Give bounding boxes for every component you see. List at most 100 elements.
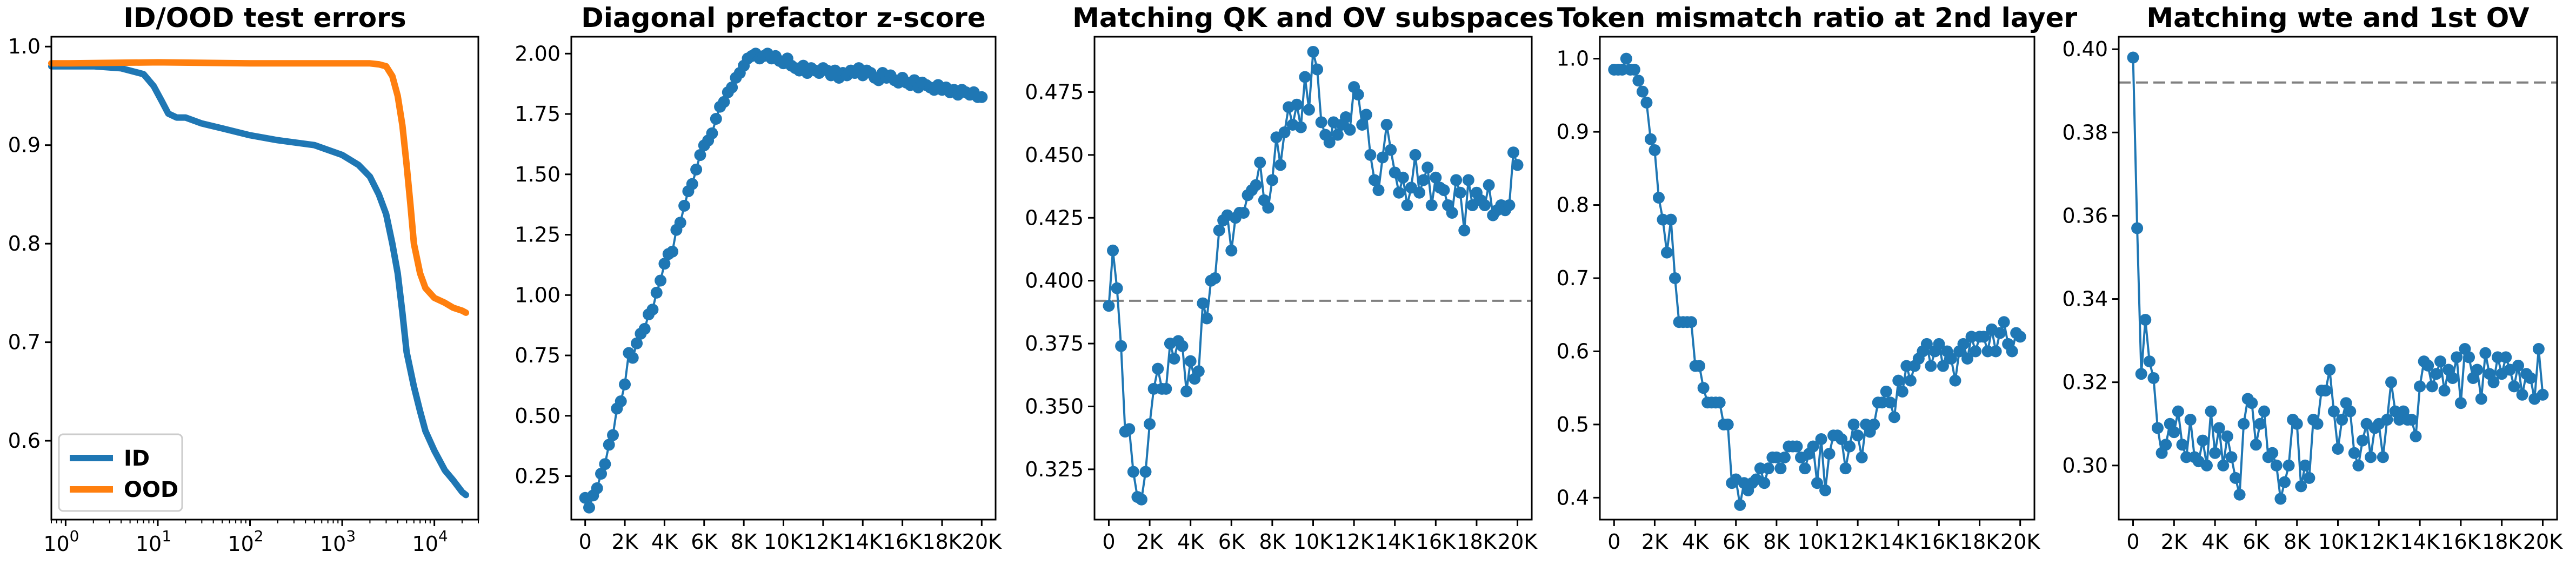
series-line-ood [48, 59, 469, 316]
data-point [2230, 472, 2242, 484]
data-point [1462, 174, 1474, 186]
y-tick-label: 0.40 [2062, 37, 2108, 61]
y-tick-label: 0.475 [1025, 80, 1084, 104]
data-point [1640, 96, 1653, 109]
y-tick-label: 0.38 [2062, 120, 2108, 144]
x-tick-label: 10K [764, 530, 804, 554]
data-point [2479, 347, 2492, 359]
data-point [2430, 368, 2442, 380]
data-point [2299, 459, 2311, 472]
data-point [1438, 184, 1450, 197]
data-point [1791, 440, 1803, 453]
data-point [1107, 244, 1119, 257]
data-point [1111, 282, 1123, 294]
data-point [1417, 174, 1430, 186]
data-point [2414, 380, 2426, 393]
x-tick-label: 2K [1641, 530, 1669, 554]
data-point [1852, 429, 1864, 442]
y-tick-label: 0.6 [8, 429, 41, 453]
data-point [1900, 360, 1913, 372]
y-tick-label: 0.450 [1025, 143, 1084, 167]
data-point [1884, 396, 1897, 409]
x-tick-label: 101 [136, 527, 171, 556]
data-point [1904, 374, 1917, 387]
x-tick-label: 20K [1498, 530, 1538, 554]
data-point [2147, 372, 2160, 384]
x-tick-exponent: 1 [162, 527, 171, 545]
series-line-1 [1107, 50, 1519, 501]
x-tick-label: 6K [2243, 530, 2270, 554]
y-tick-label: 0.425 [1025, 206, 1084, 230]
data-point [2131, 222, 2144, 234]
data-point [678, 199, 691, 212]
data-point [1200, 312, 1213, 325]
data-point [2213, 422, 2225, 434]
data-point [1225, 244, 1238, 257]
data-point [1115, 340, 1127, 352]
data-point [2327, 405, 2340, 418]
data-point [1458, 224, 1471, 237]
data-point [1868, 418, 1880, 430]
data-point [726, 81, 738, 93]
chart-panel-5: Matching wte and 1st OV 0.30 0.32 0.34 0.36 0… [2062, 2, 2563, 554]
data-point [1896, 385, 1908, 398]
data-point [1888, 411, 1900, 423]
data-point [1957, 338, 1970, 350]
data-point [1422, 161, 1434, 174]
data-point [1123, 423, 1136, 435]
data-point [1446, 206, 1458, 219]
chart-title: Matching wte and 1st OV [2146, 2, 2530, 33]
data-point [2471, 364, 2484, 376]
data-point [2487, 376, 2500, 388]
data-point [2233, 488, 2246, 501]
data-point [1197, 297, 1209, 309]
data-point [1981, 345, 1994, 358]
data-point [1303, 104, 1315, 116]
chart-panel-2: Diagonal prefactor z-score 0.25 0.50 0.75 1.… [515, 2, 1002, 554]
data-point [2336, 414, 2348, 426]
data-point [2197, 434, 2209, 447]
x-tick-label: 16K [1416, 530, 1456, 554]
y-tick-label: 1.75 [515, 102, 560, 126]
x-tick-label: 8K [2284, 530, 2311, 554]
x-tick-label: 0 [579, 530, 592, 554]
x-tick-label: 104 [412, 527, 448, 556]
data-point [686, 178, 698, 190]
data-point [1278, 126, 1291, 138]
data-point [2344, 405, 2357, 418]
data-point [1856, 451, 1868, 463]
data-point [619, 378, 631, 391]
data-point [1250, 179, 1262, 191]
x-tick-base: 10 [412, 532, 438, 556]
data-point [2319, 385, 2332, 397]
data-point [1356, 118, 1369, 131]
chart-title: Diagonal prefactor z-score [581, 2, 985, 33]
data-point [2410, 430, 2422, 442]
x-tick-label: 14K [843, 530, 883, 554]
data-point [1237, 206, 1250, 219]
y-tick-label: 0.25 [515, 465, 560, 488]
x-tick-label: 18K [922, 530, 962, 554]
data-point [2278, 476, 2291, 488]
data-point [1385, 144, 1397, 156]
data-point [650, 286, 663, 299]
data-point [1168, 353, 1180, 365]
data-point [2463, 351, 2475, 364]
data-point [1762, 462, 1774, 475]
data-point [1847, 418, 1860, 430]
y-tick-label: 0.5 [1557, 413, 1589, 436]
data-point [1184, 355, 1197, 367]
x-tick-label: 12K [1838, 530, 1878, 554]
chart-title: ID/OOD test errors [123, 2, 406, 33]
x-tick-label: 10K [2318, 530, 2358, 554]
data-point [1503, 199, 1516, 211]
data-point [1990, 345, 2002, 358]
x-tick-label: 6K [691, 530, 718, 554]
data-point [2250, 439, 2262, 451]
data-point [1876, 396, 1888, 409]
y-tick-label: 0.7 [8, 331, 41, 354]
x-tick-base: 10 [228, 532, 253, 556]
x-tick-exponent: 0 [70, 527, 79, 545]
x-tick-label: 4K [2202, 530, 2229, 554]
